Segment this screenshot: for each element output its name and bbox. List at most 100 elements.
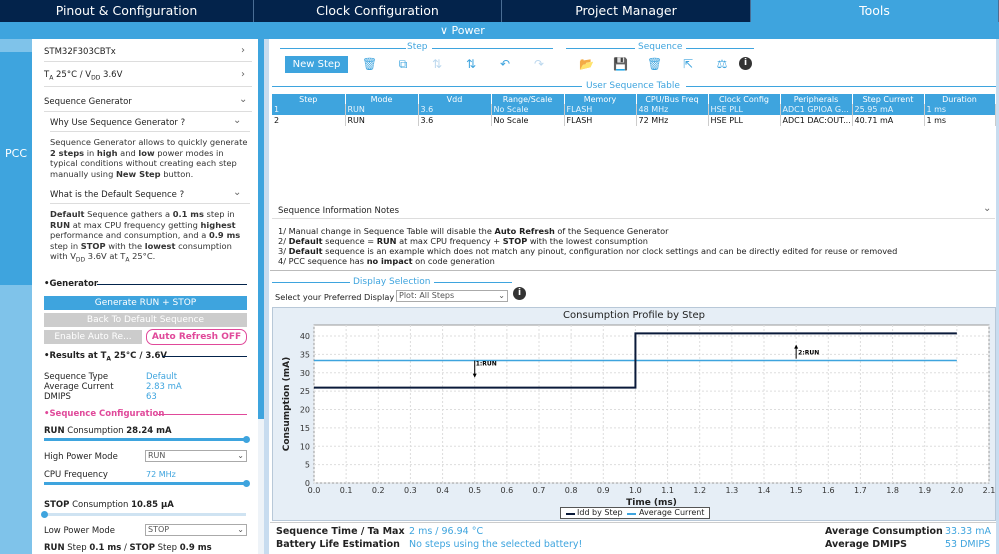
average-dmips-value: 53 DMIPS	[945, 539, 991, 550]
chevron-down-icon[interactable]: ⌄	[239, 94, 248, 105]
plot-area	[313, 324, 990, 484]
chevron-right-icon[interactable]: ›	[241, 69, 245, 80]
column-header[interactable]: Duration	[924, 94, 996, 104]
slider-knob[interactable]	[243, 436, 250, 443]
table-cell[interactable]: 1	[272, 104, 346, 115]
table-cell[interactable]: 1 ms	[924, 115, 996, 126]
tab-tools[interactable]: Tools	[751, 0, 999, 22]
high-power-mode-select[interactable]: RUN ⌄	[145, 450, 247, 462]
generate-run-stop-button[interactable]: Generate RUN + STOP	[44, 296, 247, 310]
auto-refresh-toggle[interactable]: Auto Refresh OFF	[146, 329, 247, 345]
right-scrollbar[interactable]	[996, 39, 999, 554]
y-tick-label: 20	[300, 406, 310, 415]
chevron-right-icon[interactable]: ›	[241, 45, 245, 56]
x-tick-label: 0.9	[597, 486, 610, 495]
idd-by-step-line	[314, 332, 957, 389]
redo-icon[interactable]: ↷	[533, 57, 545, 71]
column-header[interactable]: Clock Config	[708, 94, 781, 104]
annotation-arrowhead	[472, 373, 477, 378]
table-cell[interactable]: No Scale	[491, 104, 565, 115]
note-3: 3/ Default sequence is an example which …	[278, 246, 898, 256]
trash-icon[interactable]: 🗑	[362, 57, 378, 71]
enable-auto-refresh-button[interactable]: Enable Auto Re...	[44, 330, 142, 344]
undo-icon[interactable]: ↶	[499, 57, 511, 71]
display-select[interactable]: Plot: All Steps ⌄	[396, 290, 508, 302]
sequence-time-value: 2 ms / 96.94 °C	[409, 526, 484, 537]
power-label[interactable]: ∨ Power	[440, 24, 485, 37]
table-cell[interactable]: ADC1 GPIOA G...	[780, 104, 853, 115]
default-sequence-header[interactable]: What is the Default Sequence ?	[50, 190, 185, 200]
table-cell[interactable]: 40.71 mA	[852, 115, 925, 126]
table-cell[interactable]: HSE PLL	[708, 115, 781, 126]
table-cell[interactable]: HSE PLL	[708, 104, 781, 115]
slider-knob[interactable]	[41, 511, 48, 518]
open-folder-icon[interactable]: 📂	[579, 57, 594, 71]
new-step-button[interactable]: New Step	[285, 56, 348, 73]
stop-consumption-slider[interactable]	[44, 513, 246, 516]
table-row[interactable]: 2 RUN 3.6 No Scale FLASH 72 MHz HSE PLL ADC1 DA…	[272, 115, 996, 126]
export-icon[interactable]: ⇱	[682, 57, 694, 71]
annotation-arrowhead	[794, 344, 799, 349]
table-cell[interactable]: RUN	[345, 104, 419, 115]
tab-project-manager[interactable]: Project Manager	[502, 0, 751, 22]
table-cell[interactable]: FLASH	[564, 115, 637, 126]
tab-clock-configuration[interactable]: Clock Configuration	[254, 0, 502, 22]
dmips-value: 63	[146, 392, 157, 402]
table-row[interactable]: 1 RUN 3.6 No Scale FLASH 48 MHz HSE PLL ADC1 GP…	[272, 104, 996, 115]
column-header[interactable]: Memory	[564, 94, 637, 104]
table-cell[interactable]: ADC1 DAC:OUT...	[780, 115, 853, 126]
table-cell[interactable]: 1 ms	[924, 104, 996, 115]
table-cell[interactable]: FLASH	[564, 104, 637, 115]
move-down-icon[interactable]: ⇅	[465, 57, 477, 71]
default-sequence-text: Default Sequence gathers a 0.1 ms step i…	[50, 209, 241, 265]
copy-icon[interactable]: ⧉	[398, 57, 408, 71]
left-scrollbar[interactable]	[258, 39, 264, 554]
panel-splitter[interactable]	[264, 39, 269, 554]
tab-pinout-configuration[interactable]: Pinout & Configuration	[0, 0, 254, 22]
column-header[interactable]: Step Current	[852, 94, 925, 104]
table-cell[interactable]: RUN	[345, 115, 419, 126]
chevron-down-icon[interactable]: ⌄	[233, 115, 242, 126]
low-power-mode-select[interactable]: STOP ⌄	[145, 524, 247, 536]
run-consumption-slider[interactable]	[44, 438, 246, 441]
x-tick-label: 1.3	[725, 486, 738, 495]
table-cell[interactable]: 2	[272, 115, 346, 126]
move-up-icon[interactable]: ⇅	[431, 57, 443, 71]
info-icon[interactable]: i	[739, 57, 752, 70]
cpu-frequency-slider[interactable]	[44, 482, 246, 485]
x-tick-label: 0.0	[308, 486, 321, 495]
pcc-label[interactable]: PCC	[5, 147, 27, 160]
table-cell[interactable]: 25.95 mA	[852, 104, 925, 115]
chevron-down-icon[interactable]: ⌄	[233, 187, 242, 198]
column-header[interactable]: Vdd	[418, 94, 492, 104]
table-cell[interactable]: 3.6	[418, 104, 492, 115]
column-header[interactable]: Step	[272, 94, 346, 104]
column-header[interactable]: CPU/Bus Freq	[636, 94, 709, 104]
save-icon[interactable]: 💾	[613, 57, 628, 71]
table-cell[interactable]: No Scale	[491, 115, 565, 126]
group-line	[434, 282, 512, 283]
sequence-generator-header[interactable]: Sequence Generator	[44, 97, 132, 107]
run-consumption-label: RUN Consumption 28.24 mA	[44, 426, 172, 436]
sequence-time-label: Sequence Time / Ta Max	[276, 526, 405, 537]
table-cell[interactable]: 3.6	[418, 115, 492, 126]
info-icon[interactable]: i	[513, 287, 526, 300]
back-to-default-button[interactable]: Back To Default Sequence	[44, 313, 247, 327]
y-tick-label: 10	[300, 442, 310, 451]
trash-icon[interactable]: 🗑	[647, 57, 663, 71]
sequence-info-notes-header[interactable]: Sequence Information Notes	[278, 206, 400, 216]
scrollbar-thumb[interactable]	[258, 39, 264, 419]
x-tick-label: 0.1	[340, 486, 353, 495]
compare-icon[interactable]: ⚖	[716, 57, 728, 71]
table-cell[interactable]: 72 MHz	[636, 115, 709, 126]
group-line	[686, 48, 754, 49]
group-line	[272, 86, 582, 87]
why-use-header[interactable]: Why Use Sequence Generator ?	[50, 118, 186, 128]
column-header[interactable]: Peripherals	[780, 94, 853, 104]
column-header[interactable]: Mode	[345, 94, 419, 104]
chevron-down-icon[interactable]: ⌄	[983, 203, 992, 214]
column-header[interactable]: Range/Scale	[491, 94, 565, 104]
slider-knob[interactable]	[243, 480, 250, 487]
table-cell[interactable]: 48 MHz	[636, 104, 709, 115]
power-subbar[interactable]: ∨ Power	[0, 22, 999, 39]
